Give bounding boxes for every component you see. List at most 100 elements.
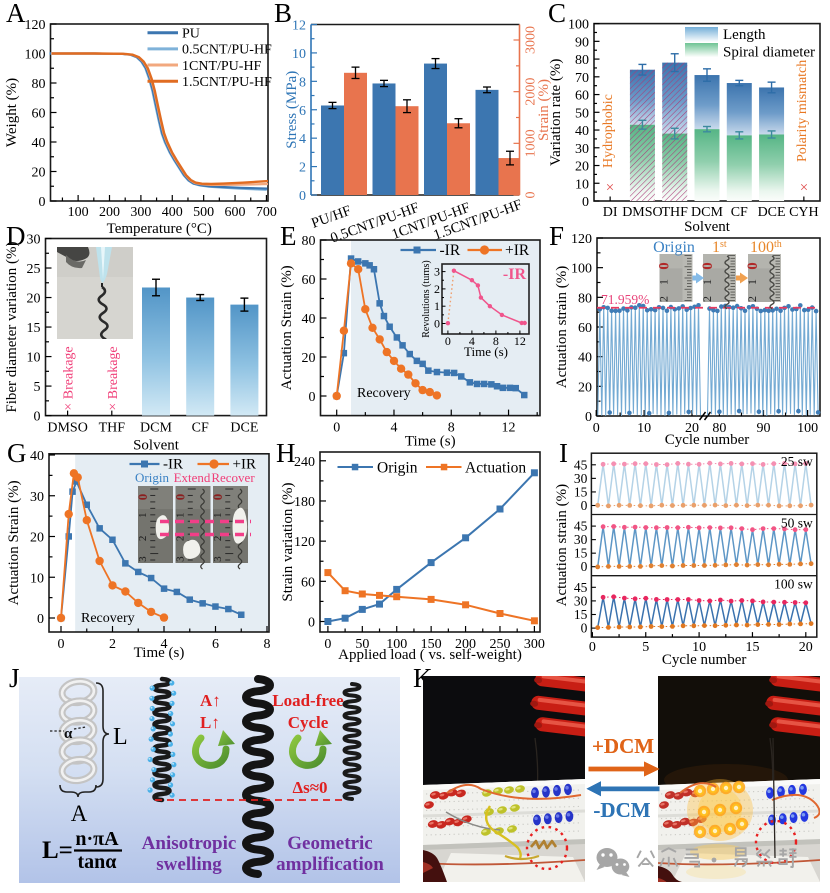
svg-text:Fiber diameter variation (%): Fiber diameter variation (%) (4, 241, 20, 412)
svg-text:L=: L= (42, 837, 73, 864)
svg-text:80: 80 (578, 291, 592, 306)
svg-text:90: 90 (575, 35, 589, 50)
svg-text:Recovery: Recovery (81, 611, 135, 626)
svg-text:30: 30 (30, 490, 44, 505)
svg-text:1: 1 (700, 279, 714, 285)
svg-text:H: H (276, 438, 296, 468)
svg-text:2: 2 (657, 296, 671, 302)
svg-text:20: 20 (685, 421, 699, 436)
svg-text:20: 20 (578, 380, 592, 395)
svg-text:1: 1 (434, 299, 440, 313)
svg-text:Length: Length (723, 27, 766, 43)
svg-text:PU: PU (182, 27, 200, 42)
svg-text:0: 0 (309, 390, 316, 405)
svg-text:Origin: Origin (653, 239, 695, 256)
svg-text:70: 70 (575, 71, 589, 86)
svg-text:DCM: DCM (691, 205, 723, 220)
svg-text:Stress (MPa): Stress (MPa) (284, 71, 300, 149)
svg-text:Origin: Origin (377, 460, 418, 477)
svg-text:3000: 3000 (524, 26, 539, 54)
svg-text:th: th (774, 239, 782, 250)
svg-text:Strain (%): Strain (%) (536, 79, 552, 141)
svg-text:Recovery: Recovery (357, 386, 411, 401)
svg-text:-IR: -IR (163, 457, 183, 473)
svg-text:+IR: +IR (233, 457, 256, 473)
svg-text:0: 0 (581, 559, 588, 574)
svg-text:swelling: swelling (156, 854, 222, 875)
svg-text:0: 0 (333, 421, 340, 436)
svg-text:10: 10 (692, 640, 706, 655)
svg-text:2: 2 (109, 637, 116, 652)
svg-text:F: F (549, 221, 564, 251)
svg-text:0: 0 (324, 637, 331, 652)
svg-text:Cycle: Cycle (288, 713, 329, 732)
svg-text:4: 4 (299, 132, 306, 147)
svg-text:A: A (6, 0, 26, 28)
svg-text:Actuation Strain (%): Actuation Strain (%) (279, 265, 295, 390)
svg-text:J: J (9, 663, 20, 693)
svg-text:-IR: -IR (440, 242, 461, 259)
svg-text:200: 200 (455, 637, 476, 652)
svg-text:Actuation Strain (%): Actuation Strain (%) (6, 480, 22, 605)
svg-text:DCE: DCE (758, 205, 786, 220)
svg-text:0: 0 (58, 637, 65, 652)
svg-text:240: 240 (294, 455, 315, 470)
svg-text:st: st (720, 239, 727, 250)
svg-text:50: 50 (355, 637, 369, 652)
svg-text:× Breakage: × Breakage (106, 346, 121, 410)
svg-text:Actuation: Actuation (465, 460, 526, 477)
svg-text:10: 10 (27, 351, 41, 366)
svg-text:THF: THF (99, 421, 126, 436)
svg-text:25: 25 (27, 262, 41, 277)
svg-text:Load-free: Load-free (272, 691, 344, 710)
svg-text:Cycle number: Cycle number (665, 432, 750, 448)
svg-text:0: 0 (582, 195, 589, 210)
svg-text:0.5CNT/PU-HF: 0.5CNT/PU-HF (182, 43, 272, 58)
svg-text:Extend: Extend (174, 470, 211, 485)
svg-text:2: 2 (175, 536, 187, 542)
svg-text:0: 0 (34, 410, 41, 425)
svg-text:180: 180 (294, 495, 315, 510)
svg-text:-DCM: -DCM (593, 798, 650, 822)
svg-text:C: C (548, 0, 566, 28)
svg-text:Recover: Recover (211, 470, 255, 485)
svg-text:Geometric: Geometric (287, 833, 372, 854)
svg-text:2: 2 (434, 282, 440, 296)
svg-text:B: B (274, 0, 292, 28)
svg-text:2: 2 (212, 536, 224, 542)
svg-text:0: 0 (585, 410, 592, 425)
svg-text:700: 700 (256, 205, 277, 220)
svg-text:0: 0 (210, 494, 225, 501)
svg-text:CF: CF (192, 421, 209, 436)
svg-text:2: 2 (137, 536, 149, 542)
svg-text:300: 300 (130, 205, 151, 220)
svg-text:1: 1 (712, 239, 720, 256)
svg-text:5: 5 (642, 640, 649, 655)
svg-text:8: 8 (299, 75, 306, 90)
svg-text:2: 2 (299, 161, 306, 176)
svg-text:n·πA: n·πA (75, 828, 119, 850)
svg-text:Revolutions (turns): Revolutions (turns) (421, 260, 432, 338)
svg-text:600: 600 (225, 205, 246, 220)
svg-text:100 sw: 100 sw (774, 577, 813, 592)
svg-text:-DCM: -DCM (593, 798, 650, 822)
svg-text:30: 30 (27, 233, 41, 248)
svg-text:71.959%: 71.959% (601, 292, 649, 307)
svg-text:100: 100 (797, 421, 818, 436)
svg-text:Polarity mismatch: Polarity mismatch (795, 60, 810, 162)
svg-text:20: 20 (799, 640, 813, 655)
svg-text:DMSO: DMSO (47, 421, 87, 436)
svg-text:×: × (800, 180, 808, 196)
svg-text:20: 20 (32, 166, 46, 181)
svg-text:15: 15 (574, 607, 588, 622)
svg-text:DCM: DCM (140, 421, 172, 436)
svg-text:30: 30 (574, 532, 588, 547)
svg-text:DI: DI (603, 205, 618, 220)
svg-text:1: 1 (175, 513, 187, 519)
svg-text:20: 20 (27, 292, 41, 307)
svg-text:50 sw: 50 sw (781, 516, 813, 531)
svg-text:15: 15 (574, 546, 588, 561)
svg-text:60: 60 (32, 107, 46, 122)
svg-text:0: 0 (589, 640, 596, 655)
svg-text:-IR: -IR (503, 266, 527, 283)
